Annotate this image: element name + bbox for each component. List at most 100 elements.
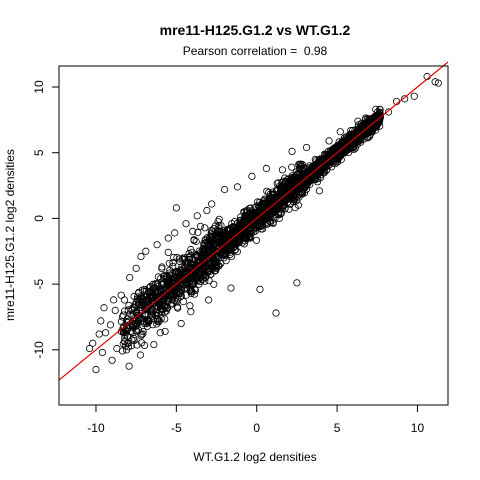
scatter-point	[150, 340, 158, 349]
density-point	[129, 320, 137, 328]
density-point	[371, 122, 379, 131]
y-axis: -10 -5 0 5 10	[32, 80, 60, 358]
density-point	[215, 215, 223, 223]
density-point	[288, 163, 296, 171]
density-point	[213, 236, 221, 244]
density-point	[190, 260, 198, 268]
scatter-point	[113, 344, 121, 353]
density-point	[281, 174, 289, 182]
density-point	[192, 237, 200, 246]
density-point	[200, 241, 209, 249]
scatter-point	[434, 79, 442, 87]
density-point	[140, 287, 148, 295]
density-point	[340, 143, 348, 151]
density-point	[187, 245, 195, 254]
density-point	[367, 115, 376, 123]
density-point	[195, 280, 203, 288]
scatter-point	[110, 296, 118, 304]
density-point	[175, 255, 183, 263]
scatter-point	[272, 309, 280, 317]
scatter-point	[100, 304, 108, 312]
scatter-point	[410, 92, 418, 100]
density-point	[229, 240, 237, 248]
density-point	[194, 277, 202, 285]
density-point	[354, 121, 363, 129]
y-tick-label: 10	[32, 80, 46, 94]
scatter-point	[126, 273, 134, 282]
x-tick-label: -5	[171, 421, 182, 435]
scatter-point	[220, 185, 229, 194]
density-point	[280, 200, 288, 208]
density-point	[211, 222, 219, 230]
scatter-point	[302, 143, 311, 152]
density-point	[121, 329, 129, 337]
density-point	[318, 161, 326, 169]
density-point	[168, 299, 176, 307]
density-point	[123, 318, 131, 327]
density-point	[212, 243, 220, 251]
scatter-point	[346, 130, 354, 138]
density-point	[297, 165, 305, 173]
x-axis-label: WT.G1.2 log2 densities	[193, 450, 316, 464]
scatter-point	[106, 321, 115, 329]
scatter-point	[102, 329, 110, 337]
density-point	[204, 247, 212, 255]
density-point	[201, 245, 209, 253]
scatter-point	[354, 117, 362, 125]
density-point	[134, 311, 142, 319]
density-point	[179, 297, 187, 306]
density-point	[229, 244, 237, 252]
scatter-point	[137, 252, 145, 261]
density-point	[132, 327, 140, 335]
density-point	[311, 176, 319, 184]
density-point	[288, 174, 296, 182]
density-point	[222, 257, 230, 265]
density-point	[125, 301, 133, 310]
scatter-point	[177, 319, 185, 328]
scatter-point	[142, 247, 150, 255]
density-point	[215, 227, 223, 235]
density-point	[164, 248, 172, 256]
scatter-point	[262, 164, 270, 173]
density-point	[155, 287, 163, 295]
scatter-point	[325, 137, 333, 145]
density-point	[302, 180, 310, 188]
density-point	[246, 221, 254, 229]
density-point	[376, 112, 384, 121]
density-point	[160, 275, 168, 283]
y-tick-label: 0	[32, 215, 46, 222]
scatter-point	[288, 147, 296, 156]
scatter-point	[187, 308, 195, 316]
density-point	[236, 232, 244, 240]
density-point	[179, 265, 187, 273]
density-point	[207, 229, 215, 237]
scatter-point	[227, 284, 235, 292]
density-point	[307, 170, 315, 178]
density-point	[161, 308, 169, 316]
scatter-point	[256, 285, 264, 293]
density-point	[354, 131, 362, 139]
density-point	[208, 251, 216, 259]
density-point	[153, 320, 161, 328]
density-point	[123, 315, 131, 323]
density-point	[306, 176, 314, 184]
density-point	[266, 208, 274, 216]
density-point	[269, 190, 277, 198]
density-point	[258, 202, 266, 210]
y-tick-label: -5	[32, 278, 46, 289]
density-point	[145, 301, 153, 310]
density-point	[349, 136, 358, 144]
chart-subtitle: Pearson correlation = 0.98	[183, 44, 328, 58]
density-point	[200, 249, 208, 257]
x-tick-label: 5	[334, 421, 341, 435]
density-point	[247, 230, 255, 238]
density-point	[187, 285, 195, 293]
chart-title: mre11-H125.G1.2 vs WT.G1.2	[160, 22, 351, 38]
density-point	[123, 327, 131, 335]
density-point	[190, 236, 198, 244]
density-point	[318, 165, 326, 173]
scatter-point	[182, 220, 190, 228]
density-point	[173, 303, 182, 311]
scatter-point	[122, 346, 131, 354]
density-point	[214, 255, 222, 263]
